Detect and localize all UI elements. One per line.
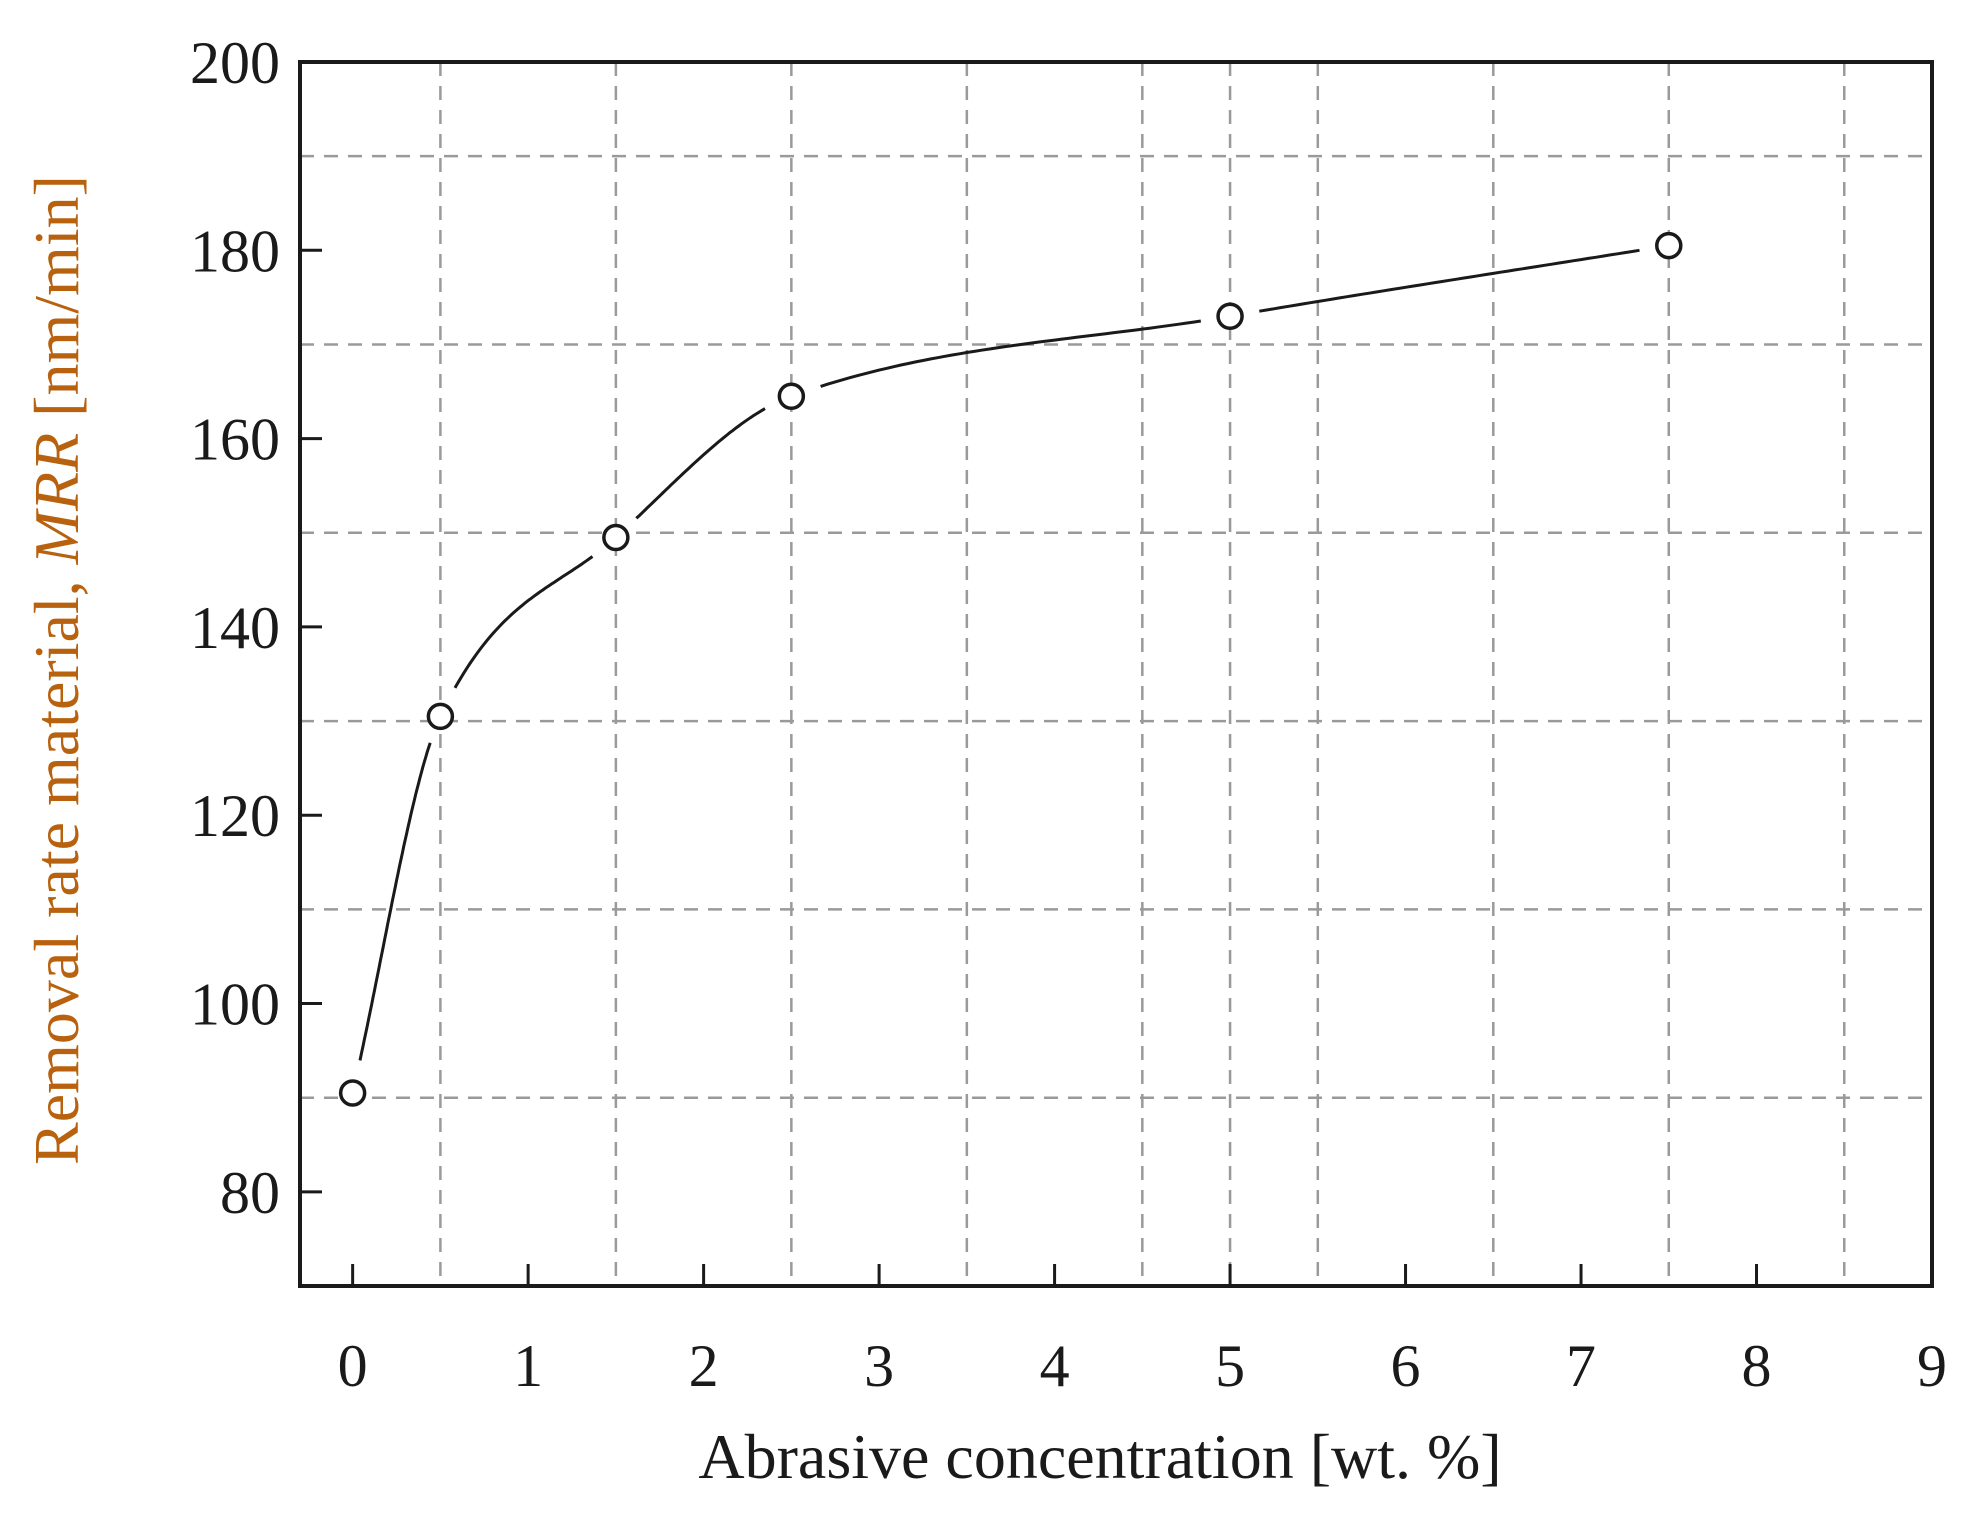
data-series — [338, 231, 1683, 1107]
data-point — [426, 702, 455, 731]
y-tick-label: 140 — [190, 595, 280, 661]
axis-ticks — [300, 60, 1934, 1286]
data-point — [338, 1079, 367, 1107]
x-tick-label: 3 — [864, 1333, 894, 1399]
y-axis-title: Removal rate material, MRR [nm/min] — [21, 175, 92, 1165]
series-line-segment — [358, 742, 432, 1061]
data-point — [777, 382, 806, 410]
x-axis-title: Abrasive concentration [wt. %] — [698, 1421, 1501, 1492]
grid — [300, 62, 1932, 1286]
x-tick-label: 2 — [689, 1333, 719, 1399]
x-tick-label: 4 — [1040, 1333, 1070, 1399]
y-tick-label: 100 — [190, 972, 280, 1038]
data-point — [1655, 231, 1683, 260]
series-line-segment — [635, 407, 766, 520]
y-tick-label: 200 — [190, 30, 280, 96]
x-tick-label: 7 — [1566, 1333, 1596, 1399]
x-tick-label: 6 — [1391, 1333, 1421, 1399]
data-point — [602, 523, 630, 552]
x-tick-label: 8 — [1742, 1333, 1772, 1399]
series-line-segment — [820, 319, 1202, 388]
plot-frame — [298, 60, 1934, 1288]
y-axis-title-prefix: Removal rate material, — [21, 564, 92, 1165]
y-axis-title-suffix: [nm/min] — [21, 175, 92, 433]
x-tick-label: 0 — [338, 1333, 368, 1399]
series-line-segment — [1259, 248, 1640, 313]
y-tick-label: 120 — [190, 783, 280, 849]
y-tick-label: 160 — [190, 407, 280, 473]
tick-labels: 0 1 2 3 4 5 6 7 8 9 80 100 120 140 160 180 200 — [190, 30, 1947, 1399]
x-tick-label: 5 — [1215, 1333, 1245, 1399]
y-tick-label: 80 — [220, 1160, 280, 1226]
x-tick-label: 1 — [513, 1333, 543, 1399]
y-axis-title-italic: MRR — [21, 433, 92, 566]
data-point — [1216, 302, 1244, 330]
series-line-segment — [453, 555, 594, 689]
y-tick-label: 180 — [190, 218, 280, 284]
x-tick-label: 9 — [1917, 1333, 1947, 1399]
